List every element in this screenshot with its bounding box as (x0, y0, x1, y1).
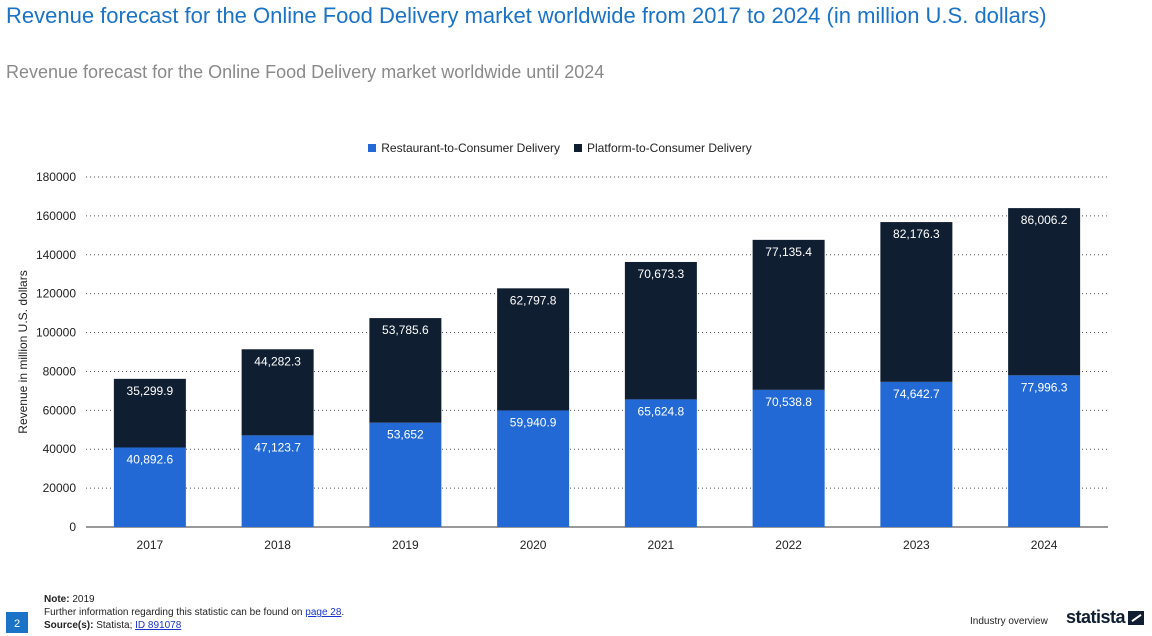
legend-item-platform[interactable]: Platform-to-Consumer Delivery (574, 141, 752, 155)
y-tick-label: 60000 (43, 403, 77, 417)
data-label: 47,123.7 (254, 440, 301, 454)
y-tick-label: 0 (69, 520, 76, 534)
bar-restaurant-2024 (1008, 375, 1081, 527)
further-info-link[interactable]: page 28 (305, 607, 342, 618)
further-info-text: Further information regarding this stati… (44, 607, 303, 618)
legend-item-restaurant[interactable]: Restaurant-to-Consumer Delivery (368, 141, 560, 155)
data-label: 44,282.3 (254, 354, 301, 368)
stacked-bar-chart: 0 20000 40000 60000 80000 100000 120000 140000 1… (16, 170, 1108, 552)
brand-name: statista (1066, 607, 1126, 627)
data-label: 77,135.4 (765, 245, 812, 259)
bar-restaurant-2017 (113, 447, 186, 527)
y-tick-label: 20000 (43, 481, 77, 495)
data-label: 82,176.3 (893, 227, 940, 241)
y-tick-label: 160000 (36, 209, 76, 223)
y-tick-label: 120000 (36, 287, 76, 301)
data-label: 70,673.3 (638, 267, 685, 281)
data-label: 77,996.3 (1021, 380, 1068, 394)
section-label: Industry overview (970, 616, 1048, 627)
bar-platform-2022 (752, 239, 825, 390)
bar-platform-2017 (113, 378, 186, 448)
source-value: Statista; (96, 620, 133, 631)
data-label: 86,006.2 (1021, 213, 1068, 227)
data-label: 53,785.6 (382, 323, 429, 337)
bar-platform-2019 (369, 318, 442, 423)
x-tick-label: 2023 (903, 538, 930, 552)
data-label: 65,624.8 (638, 404, 685, 418)
bar-platform-2024 (1008, 208, 1081, 376)
y-tick-label: 40000 (43, 442, 77, 456)
y-axis-title: Revenue in million U.S. dollars (16, 270, 30, 433)
bar-restaurant-2020 (497, 410, 570, 527)
statista-logo-icon (1128, 610, 1145, 625)
y-tick-label: 140000 (36, 248, 76, 262)
x-tick-label: 2022 (775, 538, 802, 552)
source-link[interactable]: ID 891078 (135, 620, 182, 631)
x-tick-label: 2021 (648, 538, 675, 552)
legend-swatch-restaurant (368, 144, 377, 152)
x-tick-label: 2020 (520, 538, 547, 552)
x-tick-label: 2018 (264, 538, 291, 552)
bar-platform-2021 (624, 261, 697, 400)
data-label: 40,892.6 (127, 452, 174, 466)
y-tick-label: 80000 (43, 364, 77, 378)
chart-title: Revenue forecast for the Online Food Del… (6, 3, 1047, 28)
bar-restaurant-2019 (369, 422, 442, 527)
data-label: 59,940.9 (510, 415, 557, 429)
legend-label-platform: Platform-to-Consumer Delivery (587, 141, 752, 155)
bar-restaurant-2022 (752, 389, 825, 527)
data-label: 74,642.7 (893, 387, 940, 401)
source-label: Source(s): (44, 620, 94, 631)
data-label: 53,652 (387, 428, 424, 442)
bar-platform-2020 (497, 288, 570, 411)
bar-platform-2023 (880, 222, 953, 382)
data-label: 35,299.9 (127, 384, 174, 398)
data-label: 70,538.8 (765, 395, 812, 409)
note-value: 2019 (72, 594, 95, 605)
page-number: 2 (6, 612, 28, 633)
bar-platform-2018 (241, 349, 314, 436)
x-tick-label: 2024 (1031, 538, 1058, 552)
chart-subtitle: Revenue forecast for the Online Food Del… (6, 62, 605, 82)
legend-swatch-platform (574, 144, 582, 152)
chart-legend: Restaurant-to-Consumer Delivery Platform… (0, 141, 1120, 155)
x-tick-label: 2019 (392, 538, 419, 552)
bar-restaurant-2018 (241, 435, 314, 527)
note-label: Note: (44, 594, 70, 605)
footer-notes: Note: 2019 Further information regarding… (44, 594, 345, 631)
statista-logo: statista (1066, 607, 1145, 628)
x-tick-label: 2017 (137, 538, 164, 552)
bar-restaurant-2021 (624, 399, 697, 527)
y-tick-label: 180000 (36, 170, 76, 184)
bar-restaurant-2023 (880, 381, 953, 527)
data-label: 62,797.8 (510, 293, 557, 307)
legend-label-restaurant: Restaurant-to-Consumer Delivery (381, 141, 560, 155)
y-tick-label: 100000 (36, 326, 76, 340)
